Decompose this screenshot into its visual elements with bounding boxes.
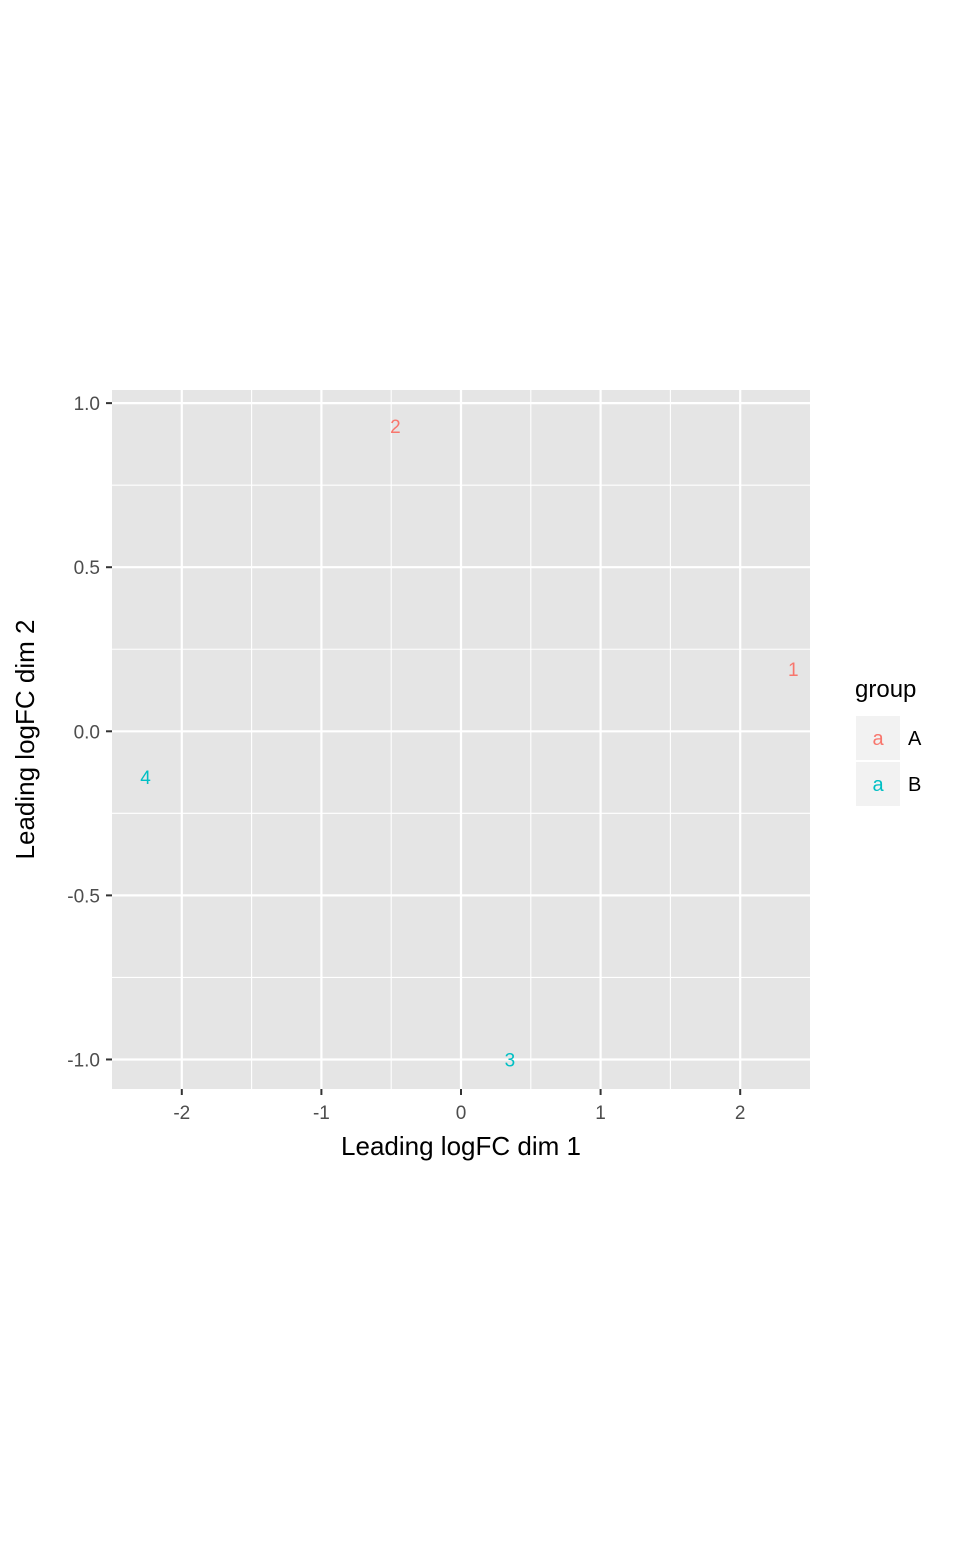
legend-title: group xyxy=(855,676,916,703)
x-tick-label: 2 xyxy=(735,1103,746,1124)
y-tick-label: -0.5 xyxy=(67,886,100,907)
legend-key-glyph: a xyxy=(872,728,884,750)
y-axis-title: Leading logFC dim 2 xyxy=(10,620,40,860)
x-tick-label: 0 xyxy=(456,1103,467,1124)
x-tick-label: 1 xyxy=(595,1103,606,1124)
legend-entry-label: B xyxy=(908,774,921,796)
y-tick-label: 1.0 xyxy=(74,394,100,415)
x-axis-title: Leading logFC dim 1 xyxy=(341,1131,581,1161)
x-tick-label: -2 xyxy=(173,1103,190,1124)
y-tick-label: 0.5 xyxy=(74,558,100,579)
legend-entry-label: A xyxy=(908,728,922,750)
legend-key-glyph: a xyxy=(872,774,884,796)
data-point-label: 2 xyxy=(390,417,401,438)
y-tick-label: -1.0 xyxy=(67,1050,100,1071)
data-point-label: 3 xyxy=(505,1050,516,1071)
x-tick-label: -1 xyxy=(313,1103,330,1124)
data-point-label: 4 xyxy=(140,768,151,789)
y-tick-label: 0.0 xyxy=(74,722,100,743)
legend-key-box xyxy=(856,762,900,806)
data-point-label: 1 xyxy=(788,660,799,681)
legend-key-box xyxy=(856,716,900,760)
